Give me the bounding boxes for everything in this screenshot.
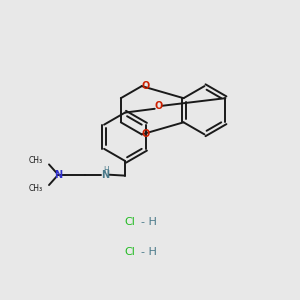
Text: H: H: [103, 166, 109, 175]
Text: Cl: Cl: [124, 247, 135, 256]
Text: CH₃: CH₃: [28, 184, 43, 194]
Text: - H: - H: [141, 217, 157, 227]
Text: - H: - H: [141, 247, 157, 256]
Text: N: N: [54, 170, 62, 180]
Text: O: O: [141, 129, 149, 140]
Text: O: O: [154, 101, 162, 111]
Text: Cl: Cl: [124, 217, 135, 227]
Text: CH₃: CH₃: [28, 156, 43, 165]
Text: N: N: [101, 170, 109, 180]
Text: O: O: [141, 81, 149, 91]
